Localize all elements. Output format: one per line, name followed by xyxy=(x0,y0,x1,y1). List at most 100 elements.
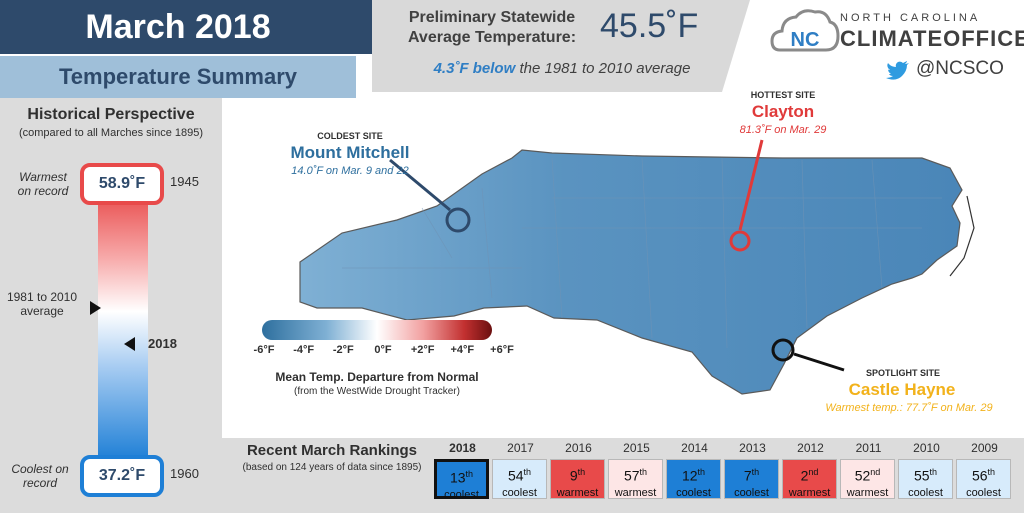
ranking-cell: 2nd warmest xyxy=(782,459,837,499)
page-title: March 2018 xyxy=(85,8,271,46)
coldest-leader-line xyxy=(389,158,451,212)
departure-bold: 4.3˚F below xyxy=(433,60,516,77)
average-marker-line2: average xyxy=(20,304,64,318)
ranking-number: 9th xyxy=(569,467,586,484)
spotlight-detail: Warmest temp.: 77.7˚F on Mar. 29 xyxy=(825,402,993,414)
nc-temperature-map xyxy=(299,139,975,395)
ranking-cell: 13th coolest xyxy=(434,459,489,501)
average-label-line1: Preliminary Statewide xyxy=(408,9,576,26)
ranking-label: coolest xyxy=(734,486,769,499)
average-marker-line1: 1981 to 2010 xyxy=(6,290,78,304)
hottest-tag: HOTTEST SITE xyxy=(750,90,816,100)
warmest-label-line2: on record xyxy=(17,184,69,198)
ranking-number: 13th xyxy=(449,469,474,486)
coolest-value: 37.2˚F xyxy=(80,455,164,497)
spotlight-leader-line xyxy=(793,352,845,372)
ranking-cell: 12th coolest xyxy=(666,459,721,499)
warmest-label: Warmest on record xyxy=(10,170,76,198)
ranking-suffix: th xyxy=(465,469,474,479)
ranking-number: 52nd xyxy=(854,467,881,484)
title-banner-notch xyxy=(356,0,372,54)
ranking-number: 56th xyxy=(971,467,996,484)
logo-mark: NC xyxy=(791,29,820,51)
ranking-cell: 57th warmest xyxy=(608,459,663,499)
thermometer-bar xyxy=(98,190,148,460)
subtitle-banner xyxy=(0,56,356,98)
ranking-year: 2016 xyxy=(565,441,592,455)
logo-line2: CLIMATEOFFICE xyxy=(840,26,1024,51)
average-marker-label: 1981 to 2010 average xyxy=(2,290,82,318)
average-label-line2: Average Temperature: xyxy=(407,29,577,46)
ranking-number: 12th xyxy=(681,467,706,484)
legend-tick-label: +4°F xyxy=(450,344,475,356)
ranking-number: 57th xyxy=(623,467,648,484)
ranking-suffix: th xyxy=(751,467,760,477)
ranking-year: 2012 xyxy=(797,441,824,455)
ranking-year: 2010 xyxy=(913,441,940,455)
historical-subtitle: (compared to all Marches since 1895) xyxy=(18,127,204,139)
coldest-site-marker[interactable] xyxy=(445,207,471,233)
twitter-bird-icon[interactable] xyxy=(886,60,910,80)
ranking-suffix: nd xyxy=(870,467,881,477)
spotlight-tag: SPOTLIGHT SITE xyxy=(865,368,940,378)
ranking-label: coolest xyxy=(966,486,1001,499)
departure-text: 4.3˚F below the 1981 to 2010 average xyxy=(392,60,732,77)
ranking-label: coolest xyxy=(444,488,479,501)
hottest-site-marker[interactable] xyxy=(729,230,751,252)
ranking-cell: 56th coolest xyxy=(956,459,1011,499)
warmest-value: 58.9˚F xyxy=(80,163,164,205)
rankings-cells: 13th coolest 54th coolest 9th warmest 57th warm… xyxy=(434,459,1014,503)
hottest-name: Clayton xyxy=(751,102,815,121)
ranking-label: warmest xyxy=(614,486,657,499)
spotlight-site-marker[interactable] xyxy=(771,338,795,362)
average-value: 45.5˚F xyxy=(600,7,699,45)
ranking-year: 2018 xyxy=(449,441,476,455)
nc-cloud-logo-icon: NC xyxy=(770,9,840,52)
historical-title: Historical Perspective xyxy=(27,106,195,123)
ranking-number: 7th xyxy=(743,467,760,484)
hottest-leader-line xyxy=(738,139,764,231)
legend-title: Mean Temp. Departure from Normal xyxy=(275,370,479,384)
ranking-suffix: nd xyxy=(808,467,819,477)
departure-rest: the 1981 to 2010 average xyxy=(519,60,691,77)
ranking-label: coolest xyxy=(908,486,943,499)
legend-tick-label: 0°F xyxy=(374,344,392,356)
hottest-detail: 81.3˚F on Mar. 29 xyxy=(739,124,827,136)
ranking-cell: 7th coolest xyxy=(724,459,779,499)
ranking-number: 2nd xyxy=(800,467,819,484)
twitter-handle[interactable]: @NCSCO xyxy=(916,58,1004,79)
ranking-number: 55th xyxy=(913,467,938,484)
ranking-label: warmest xyxy=(788,486,831,499)
rankings-title: Recent March Rankings xyxy=(246,442,418,459)
logo-line1: NORTH CAROLINA xyxy=(840,12,981,24)
legend-colorbar xyxy=(262,320,492,340)
legend-tick-label: +2°F xyxy=(410,344,435,356)
ranking-suffix: th xyxy=(697,467,706,477)
coolest-year: 1960 xyxy=(170,466,199,481)
ranking-cell: 9th warmest xyxy=(550,459,605,499)
warmest-year: 1945 xyxy=(170,174,199,189)
average-label: Preliminary Statewide Average Temperatur… xyxy=(392,8,592,48)
current-year-label: 2018 xyxy=(148,335,177,351)
ranking-year: 2013 xyxy=(739,441,766,455)
ranking-year: 2017 xyxy=(507,441,534,455)
current-year-marker-icon xyxy=(124,336,135,351)
ranking-year: 2015 xyxy=(623,441,650,455)
ranking-label: warmest xyxy=(556,486,599,499)
legend-tick-label: -2°F xyxy=(332,344,354,356)
ranking-suffix: th xyxy=(929,467,938,477)
rankings-years: 2018 2017 2016 2015 2014 2013 2012 2011 2010 2009 xyxy=(434,441,1014,457)
ranking-year: 2011 xyxy=(855,441,882,455)
coldest-detail: 14.0˚F on Mar. 9 and 22 xyxy=(291,165,409,177)
page-subtitle: Temperature Summary xyxy=(58,64,297,89)
coolest-label-line2: record xyxy=(22,476,57,490)
coolest-label-line1: Coolest on xyxy=(11,462,69,476)
ranking-suffix: th xyxy=(639,467,648,477)
legend-tick-label: -6°F xyxy=(253,344,275,356)
ranking-label: coolest xyxy=(676,486,711,499)
ranking-year: 2014 xyxy=(681,441,708,455)
legend-source: (from the WestWide Drought Tracker) xyxy=(294,386,460,397)
legend-tick-label: +6°F xyxy=(490,344,514,356)
rankings-subtitle: (based on 124 years of data since 1895) xyxy=(242,462,422,473)
ranking-year: 2009 xyxy=(971,441,998,455)
